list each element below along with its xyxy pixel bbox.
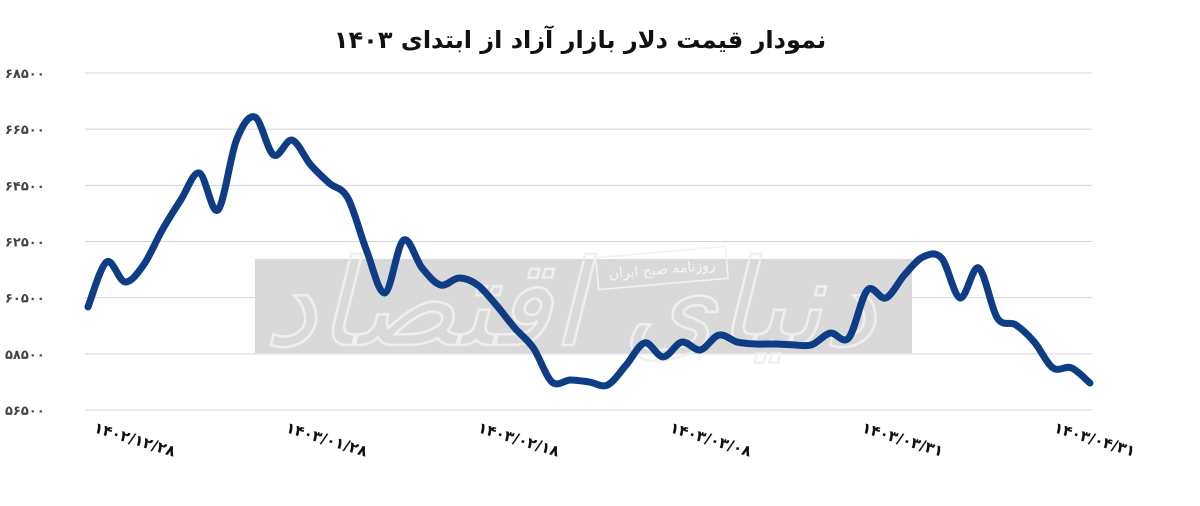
series-line: [84, 113, 1094, 390]
watermark: روزنامه صبح ایران دنیای اقتصاد: [255, 234, 912, 375]
x-tick-label: ۱۴۰۳/۰۳/۳۱: [860, 419, 946, 461]
y-tick-label: ۵۶۵۰۰: [5, 404, 45, 419]
watermark-caption-frame: [595, 245, 729, 291]
watermark-box: [255, 259, 912, 353]
y-tick-label: ۶۴۵۰۰: [5, 179, 45, 194]
y-axis-ticks: ۵۶۵۰۰ ۵۸۵۰۰ ۶۰۵۰۰ ۶۲۵۰۰ ۶۴۵۰۰ ۶۶۵۰۰ ۶۸۵۰۰: [5, 67, 45, 419]
y-tick-label: ۶۰۵۰۰: [5, 292, 45, 307]
x-axis-ticks: ۱۴۰۲/۱۲/۲۸ ۱۴۰۳/۰۱/۲۸ ۱۴۰۳/۰۲/۱۸ ۱۴۰۳/۰۳/۰۸…: [92, 419, 1138, 461]
x-tick-label: ۱۴۰۳/۰۲/۱۸: [476, 419, 562, 461]
chart-title: نمودار قیمت دلار بازار آزاد از ابتدای ۱۴…: [334, 25, 826, 54]
x-tick-label: ۱۴۰۲/۱۲/۲۸: [92, 419, 178, 461]
y-tick-label: ۵۸۵۰۰: [5, 348, 45, 363]
x-tick-label: ۱۴۰۳/۰۳/۰۸: [668, 419, 754, 461]
y-tick-label: ۶۶۵۰۰: [5, 123, 45, 138]
x-tick-label: ۱۴۰۳/۰۴/۳۱: [1052, 419, 1138, 461]
watermark-logo: دنیای اقتصاد: [264, 235, 877, 374]
y-tick-label: ۶۲۵۰۰: [5, 236, 45, 251]
x-tick-label: ۱۴۰۳/۰۱/۲۸: [284, 419, 370, 461]
y-tick-label: ۶۸۵۰۰: [5, 67, 45, 82]
